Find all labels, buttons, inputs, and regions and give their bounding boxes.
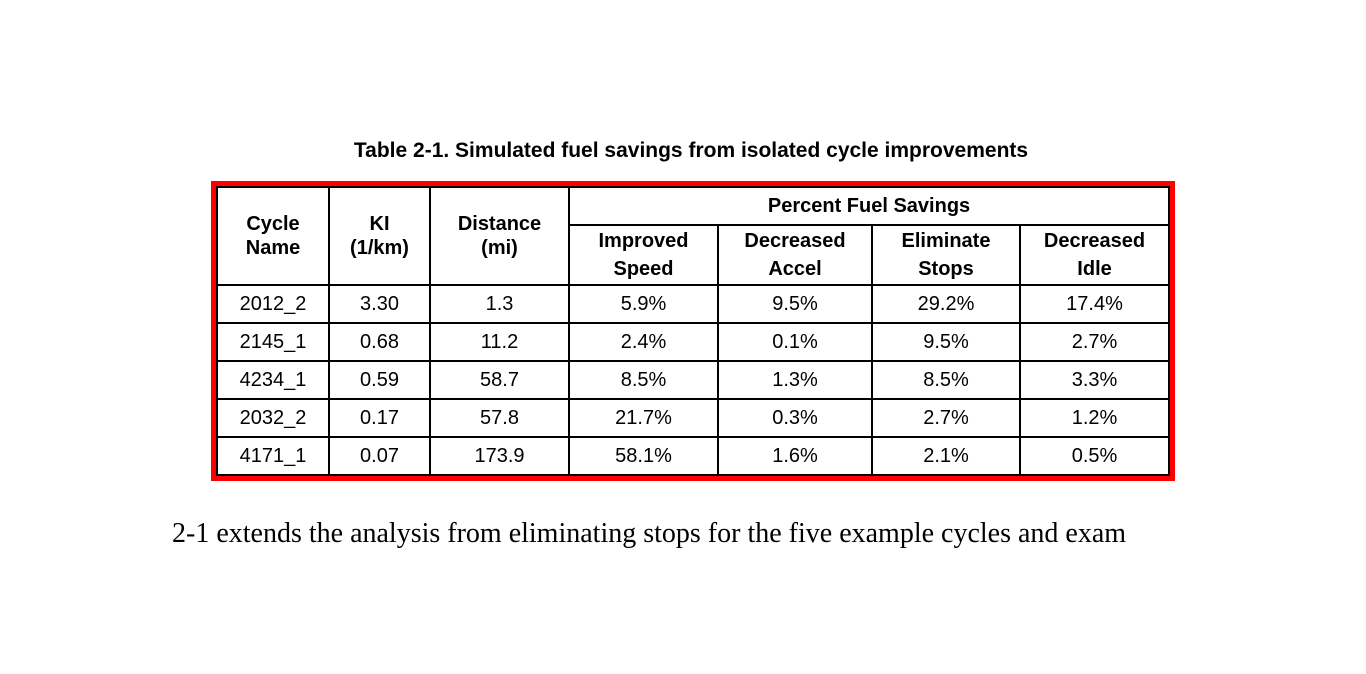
- header-row-group: Cycle Name KI (1/km) Distance (mi) Perce…: [216, 186, 1171, 286]
- cell-ki: 0.59: [328, 360, 431, 400]
- header-cycle-name: Cycle Name: [216, 186, 330, 286]
- table-row: 4171_1 0.07 173.9 58.1% 1.6% 2.1% 0.5%: [216, 436, 1171, 476]
- cell-decreased-idle: 3.3%: [1018, 360, 1171, 400]
- cell-cycle-name: 4234_1: [216, 360, 330, 400]
- table-row: 2032_2 0.17 57.8 21.7% 0.3% 2.7% 1.2%: [216, 398, 1171, 438]
- cell-distance: 58.7: [429, 360, 570, 400]
- cell-cycle-name: 2012_2: [216, 284, 330, 324]
- cell-cycle-name: 4171_1: [216, 436, 330, 476]
- cell-improved-speed: 58.1%: [568, 436, 719, 476]
- cell-eliminate-stops: 29.2%: [871, 284, 1021, 324]
- cell-decreased-accel: 0.1%: [717, 322, 873, 362]
- body-paragraph: 2-1 extends the analysis from eliminatin…: [172, 518, 1127, 549]
- cell-distance: 57.8: [429, 398, 570, 438]
- header-ki: KI (1/km): [328, 186, 431, 286]
- cell-ki: 0.07: [328, 436, 431, 476]
- cell-eliminate-stops: 9.5%: [871, 322, 1021, 362]
- header-row-sub: Improved Speed Decreased Accel Eliminate…: [217, 224, 1171, 286]
- cell-distance: 11.2: [429, 322, 570, 362]
- cell-improved-speed: 8.5%: [568, 360, 719, 400]
- cell-decreased-idle: 0.5%: [1018, 436, 1171, 476]
- cell-improved-speed: 5.9%: [568, 284, 719, 324]
- header-distance: Distance (mi): [429, 186, 570, 286]
- cell-ki: 0.17: [328, 398, 431, 438]
- table-row: 2012_2 3.30 1.3 5.9% 9.5% 29.2% 17.4%: [216, 284, 1171, 324]
- fuel-savings-table: Cycle Name KI (1/km) Distance (mi) Perce…: [216, 186, 1171, 476]
- cell-improved-speed: 2.4%: [568, 322, 719, 362]
- cell-decreased-accel: 0.3%: [717, 398, 873, 438]
- header-improved-speed: Improved Speed: [568, 224, 719, 286]
- cell-ki: 3.30: [328, 284, 431, 324]
- fuel-savings-table-frame: Cycle Name KI (1/km) Distance (mi) Perce…: [211, 181, 1176, 481]
- cell-distance: 173.9: [429, 436, 570, 476]
- table-row: 4234_1 0.59 58.7 8.5% 1.3% 8.5% 3.3%: [216, 360, 1171, 400]
- cell-decreased-idle: 2.7%: [1018, 322, 1171, 362]
- cell-eliminate-stops: 2.1%: [871, 436, 1021, 476]
- cell-ki: 0.68: [328, 322, 431, 362]
- table-row: 2145_1 0.68 11.2 2.4% 0.1% 9.5% 2.7%: [216, 322, 1171, 362]
- header-percent-fuel-savings: Percent Fuel Savings: [567, 186, 1171, 226]
- cell-eliminate-stops: 8.5%: [871, 360, 1021, 400]
- cell-distance: 1.3: [429, 284, 570, 324]
- cell-decreased-idle: 17.4%: [1018, 284, 1171, 324]
- header-decreased-accel: Decreased Accel: [717, 224, 873, 286]
- cell-improved-speed: 21.7%: [568, 398, 719, 438]
- header-eliminate-stops: Eliminate Stops: [871, 224, 1021, 286]
- cell-cycle-name: 2145_1: [216, 322, 330, 362]
- cell-decreased-accel: 1.3%: [717, 360, 873, 400]
- cell-decreased-idle: 1.2%: [1018, 398, 1171, 438]
- cell-eliminate-stops: 2.7%: [871, 398, 1021, 438]
- cell-decreased-accel: 1.6%: [717, 436, 873, 476]
- cell-decreased-accel: 9.5%: [717, 284, 873, 324]
- table-caption: Table 2-1. Simulated fuel savings from i…: [353, 139, 1029, 162]
- cell-cycle-name: 2032_2: [216, 398, 330, 438]
- header-decreased-idle: Decreased Idle: [1018, 224, 1171, 286]
